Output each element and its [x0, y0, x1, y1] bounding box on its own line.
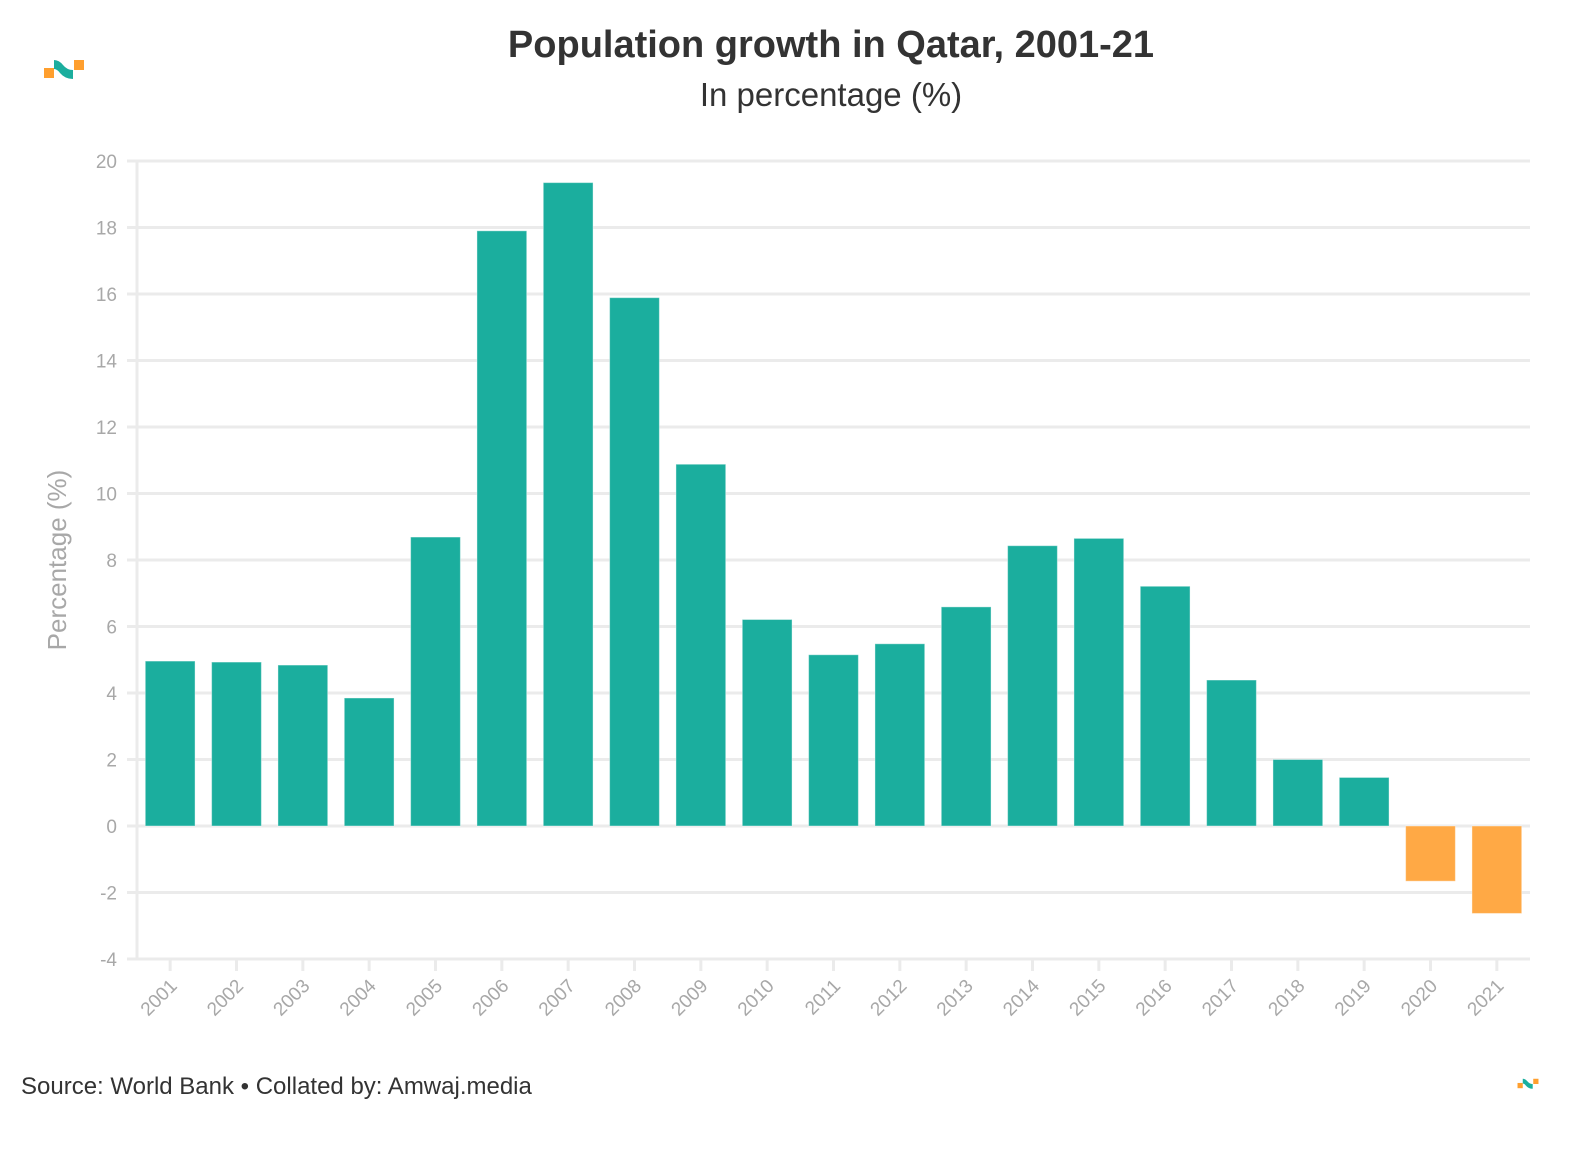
y-axis-ticks: -4 -2 0 2 4 6 8 10 12 14 16 18 20: [96, 152, 118, 971]
source-credit: Source: World Bank • Collated by: Amwaj.…: [21, 1073, 532, 1100]
y-tick-label: 4: [106, 684, 117, 705]
bar-2014: [1007, 545, 1058, 827]
bar-2001: [144, 660, 196, 827]
y-tick-label: -2: [100, 884, 117, 905]
x-tick-label: 2014: [999, 975, 1044, 1020]
y-tick-label: 18: [96, 219, 117, 240]
bar-2016: [1139, 585, 1191, 827]
chart-title: Population growth in Qatar, 2001-21: [507, 24, 1155, 66]
x-tick-label: 2019: [1331, 976, 1376, 1021]
x-tick-label: 2010: [734, 976, 779, 1021]
x-tick-label: 2007: [535, 976, 580, 1021]
amwaj-logo-icon: [44, 60, 84, 79]
bar-2021: [1471, 825, 1523, 914]
x-tick-label: 2009: [668, 976, 713, 1021]
y-tick-label: 8: [106, 551, 117, 572]
bar-2007: [542, 182, 594, 827]
x-axis-ticks: 2001 2002 2003 2004 2005 2006 2007 2008 2009 2010…: [137, 959, 1508, 1020]
x-tick-label: 2016: [1132, 976, 1177, 1021]
x-tick-label: 2002: [203, 976, 248, 1021]
y-tick-label: 16: [96, 285, 117, 306]
bar-2004: [343, 697, 395, 827]
x-tick-label: 2018: [1265, 976, 1310, 1021]
y-tick-label: 14: [96, 352, 118, 373]
x-tick-label: 2021: [1464, 976, 1509, 1021]
x-tick-label: 2005: [402, 976, 447, 1021]
bar-2005: [410, 536, 461, 827]
bar-2013: [940, 606, 992, 827]
x-tick-label: 2015: [1066, 976, 1111, 1021]
x-tick-label: 2001: [137, 976, 182, 1021]
y-tick-label: 10: [96, 485, 117, 506]
gridlines: [127, 159, 1530, 961]
x-tick-label: 2013: [933, 976, 978, 1021]
x-tick-label: 2003: [270, 976, 315, 1021]
bar-2019: [1338, 776, 1390, 827]
bar-2018: [1272, 759, 1324, 827]
y-axis-title: Percentage (%): [42, 470, 72, 651]
bar-2009: [675, 463, 727, 827]
x-tick-label: 2020: [1397, 976, 1442, 1021]
x-tick-label: 2011: [801, 976, 845, 1020]
y-tick-label: -4: [100, 950, 117, 971]
amwaj-logo-small-icon: [1517, 1078, 1539, 1089]
bar-2003: [277, 664, 329, 827]
y-tick-label: 12: [96, 418, 117, 439]
bar-2010: [741, 619, 793, 827]
bar-2002: [211, 661, 262, 827]
bar-2015: [1073, 537, 1125, 827]
y-tick-label: 0: [106, 817, 117, 838]
bar-2017: [1206, 679, 1257, 827]
bar-2008: [609, 297, 660, 827]
x-tick-label: 2008: [601, 976, 646, 1021]
y-tick-label: 6: [106, 618, 117, 639]
x-tick-label: 2012: [867, 976, 912, 1021]
y-tick-label: 20: [96, 152, 117, 173]
bar-2006: [476, 230, 528, 827]
bar-2011: [808, 654, 859, 827]
bar-2020: [1405, 825, 1456, 882]
chart-subtitle: In percentage (%): [699, 76, 963, 113]
y-tick-label: 2: [106, 751, 117, 772]
x-tick-label: 2004: [336, 975, 381, 1020]
bar-2012: [874, 643, 926, 827]
x-tick-label: 2006: [469, 976, 514, 1021]
bars: [144, 182, 1523, 914]
x-tick-label: 2017: [1198, 976, 1243, 1021]
